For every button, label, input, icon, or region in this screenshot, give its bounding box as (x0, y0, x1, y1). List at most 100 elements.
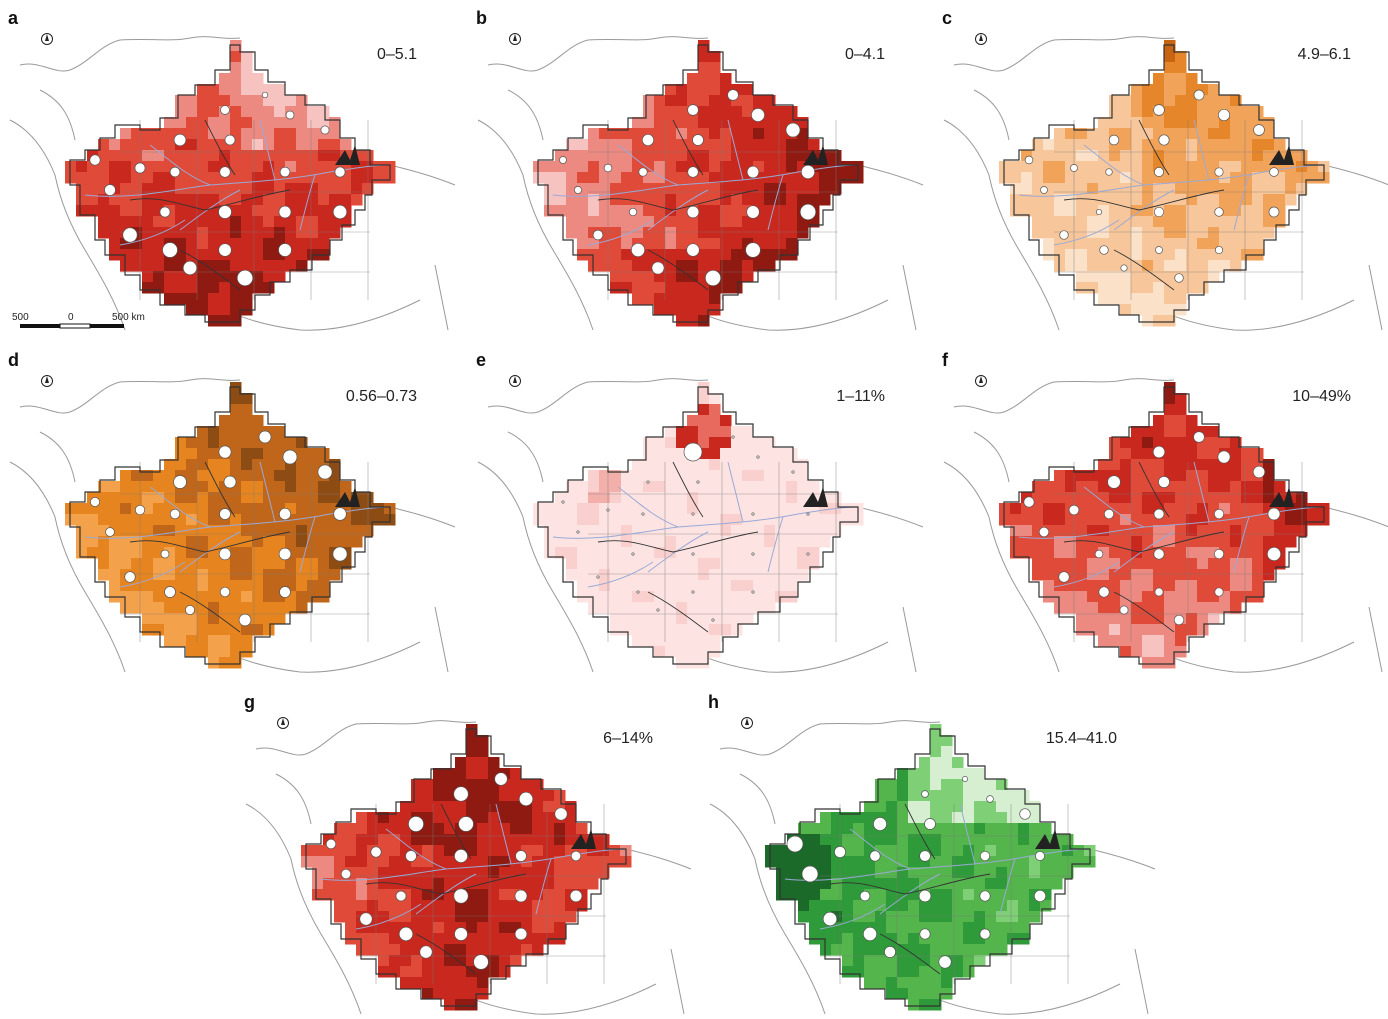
site-circle (791, 470, 795, 474)
value-range-label: 4.9–6.1 (1297, 46, 1351, 63)
site-circle (1068, 504, 1080, 516)
panel-letter: c (942, 8, 953, 28)
site-circle (219, 166, 231, 178)
value-range-label: 0–5.1 (376, 46, 417, 63)
map-svg-h (709, 720, 1156, 1015)
site-markers (1023, 431, 1282, 626)
graticule (356, 804, 606, 984)
site-circle (1214, 587, 1224, 597)
site-circle (332, 546, 348, 562)
site-circle (691, 552, 695, 556)
site-circle (238, 613, 252, 627)
site-circle (1214, 167, 1224, 177)
site-circle (646, 480, 650, 484)
site-circle (1158, 476, 1170, 488)
map-panel-d: d 0.56–0.73 (0, 342, 456, 677)
site-circle (1193, 89, 1205, 101)
site-circle (691, 512, 695, 516)
north-arrow-icon (509, 33, 521, 45)
map-panel-h: h 15.4–41.0 (700, 684, 1156, 1019)
site-circle (628, 207, 638, 217)
north-arrow-icon (509, 375, 521, 387)
site-circle (236, 269, 254, 287)
site-circle (641, 133, 655, 147)
country-borders (597, 119, 759, 291)
site-circle (219, 586, 231, 598)
choropleth-grid (65, 40, 396, 327)
site-circle (473, 954, 489, 970)
site-circle (979, 850, 991, 862)
site-circle (756, 455, 760, 459)
site-circle (918, 889, 932, 903)
site-circle (514, 927, 528, 941)
amazon-estuary (1035, 829, 1060, 849)
site-markers (786, 776, 1047, 969)
basin-outline (305, 728, 627, 1007)
site-circle (454, 927, 468, 941)
site-circle (603, 163, 613, 173)
site-circle (1153, 548, 1165, 560)
site-circle (285, 110, 295, 120)
site-circle (979, 928, 991, 940)
site-circle (554, 807, 568, 821)
site-circle (223, 475, 237, 489)
site-circle (786, 835, 804, 853)
scale-bar-graphic (20, 323, 124, 329)
map-panel-f: f 10–49% (934, 342, 1388, 677)
site-circle (683, 442, 703, 462)
site-circle (806, 512, 810, 516)
site-circle (370, 846, 382, 858)
panel-letter: e (476, 350, 487, 370)
map-svg-b (477, 36, 924, 331)
north-arrow-icon (975, 375, 987, 387)
site-circle (1252, 465, 1266, 479)
river-network (84, 119, 391, 246)
site-circle (1024, 155, 1034, 165)
site-circle (1153, 104, 1165, 116)
site-circle (218, 205, 232, 219)
panel-letter: g (244, 692, 255, 712)
coastline (709, 720, 1156, 1015)
country-borders (365, 803, 527, 975)
site-circle (921, 790, 929, 798)
site-circle (1213, 548, 1225, 560)
site-circle (278, 205, 292, 219)
map-panel-c: c 4.9–6.1 (934, 0, 1388, 335)
site-circle (1154, 587, 1164, 597)
site-circle (173, 475, 187, 489)
site-circle (1154, 167, 1164, 177)
site-circle (332, 204, 348, 220)
site-circle (1214, 207, 1224, 217)
panel-letter: a (8, 8, 19, 28)
site-circle (919, 928, 931, 940)
site-circle (494, 772, 508, 786)
site-circle (686, 243, 700, 257)
basin-outline (69, 44, 391, 323)
site-circle (160, 549, 170, 559)
site-circle (1173, 614, 1185, 626)
site-circle (320, 125, 330, 135)
site-circle (785, 122, 801, 138)
scale-label-left: 500 (12, 312, 29, 323)
site-circle (638, 167, 648, 177)
map-svg-e (477, 378, 924, 673)
country-borders (129, 119, 291, 291)
site-circle (220, 105, 230, 115)
amazon-estuary (803, 487, 828, 507)
site-circle (164, 586, 176, 598)
map-panel-b: b 0–4.1 (468, 0, 924, 335)
basin-outline (1003, 386, 1325, 665)
panel-letter: h (708, 692, 719, 712)
river-network (552, 119, 859, 246)
site-markers (89, 91, 348, 287)
north-arrow-icon (277, 717, 289, 729)
river-network (552, 461, 859, 588)
site-circle (1217, 108, 1231, 122)
site-circle (859, 890, 871, 902)
map-svg-a (9, 36, 456, 331)
site-circle (1152, 445, 1166, 459)
site-circle (515, 850, 527, 862)
graticule (1054, 462, 1304, 642)
site-circle (751, 590, 755, 594)
site-markers (325, 772, 583, 970)
